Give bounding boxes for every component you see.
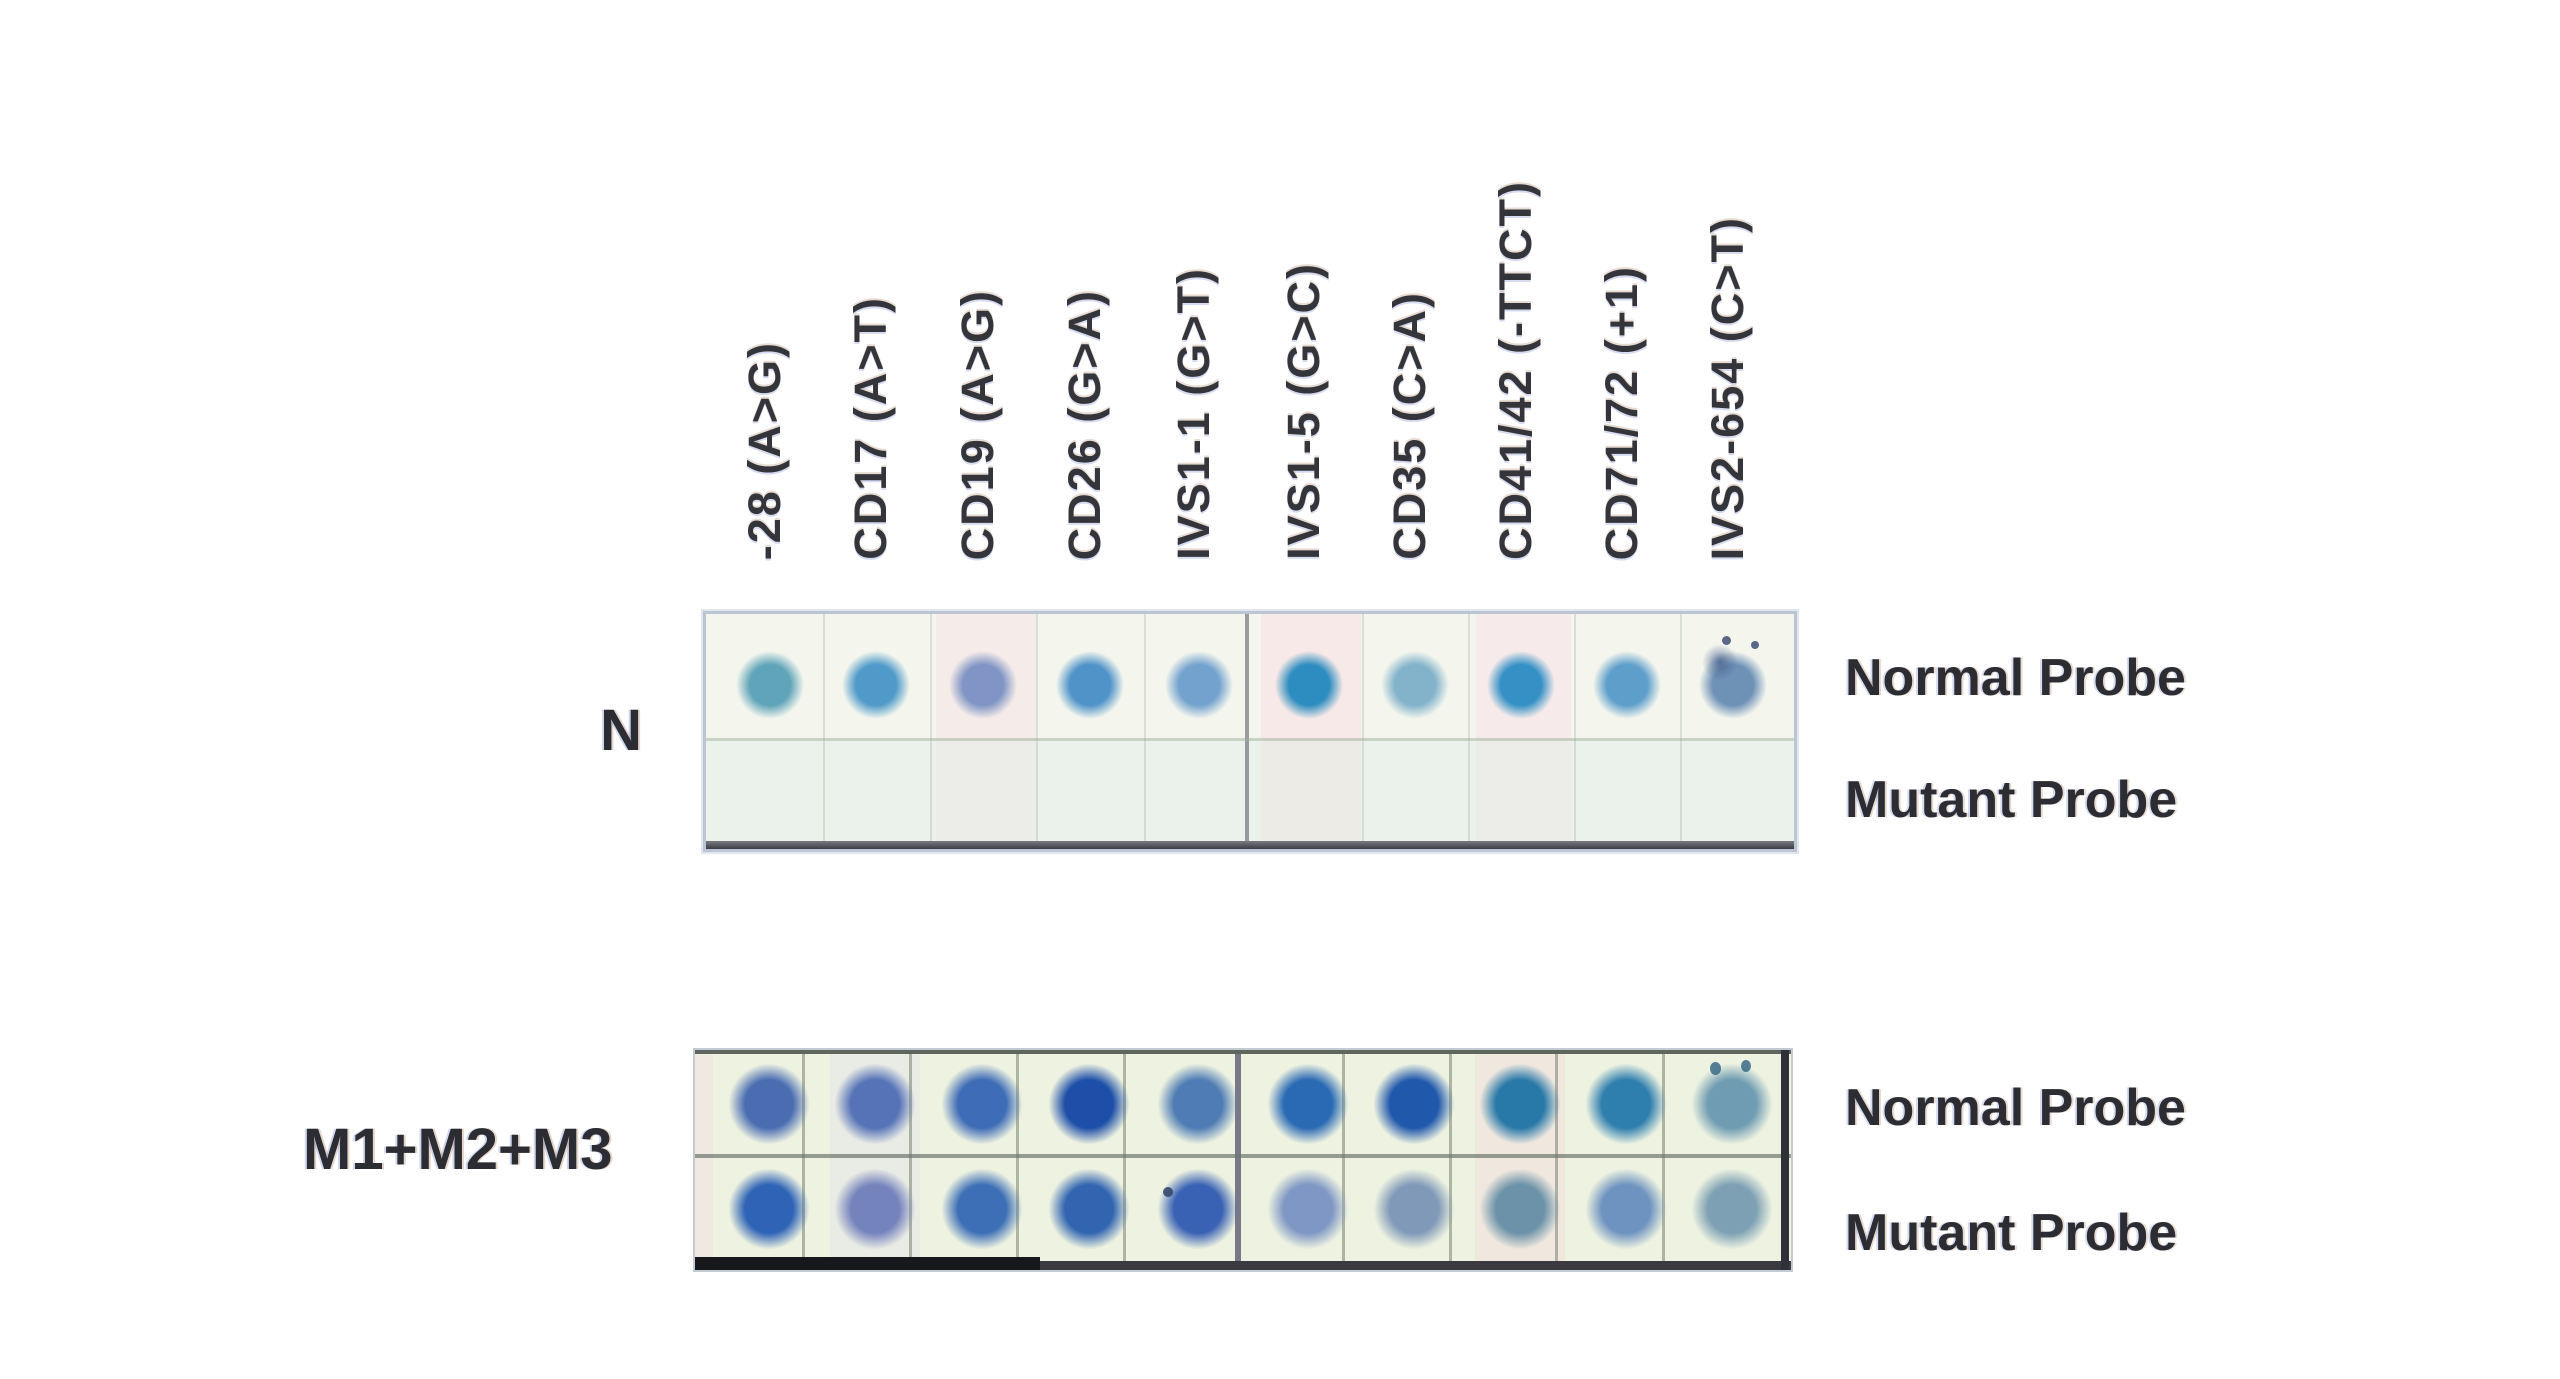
artifact-mark <box>1751 641 1759 649</box>
background-tint <box>695 1050 713 1270</box>
blot-dot <box>1484 644 1558 726</box>
cell-divider-line <box>1555 1050 1558 1270</box>
blot-dot <box>1154 1058 1242 1150</box>
cell-divider-line <box>1662 1050 1665 1270</box>
artifact-mark <box>1696 644 1744 680</box>
blot-dot <box>1688 1058 1776 1150</box>
blot-dot <box>938 1058 1026 1150</box>
artifact-mark <box>1163 1187 1173 1197</box>
probe-label-mutant-top: Mutant Probe <box>1845 771 2178 829</box>
strip-bottom-edge <box>695 1261 1791 1270</box>
sample-label-n: N <box>600 698 642 763</box>
cell-divider-line <box>1123 1050 1126 1270</box>
artifact-mark <box>1741 1060 1751 1072</box>
cell-divider-line <box>1680 614 1682 849</box>
column-label: CD71/72 (+1) <box>1596 264 1647 560</box>
blot-dot <box>725 1058 813 1150</box>
probe-label-mutant-bottom: Mutant Probe <box>1845 1204 2178 1262</box>
cell-divider-line <box>1016 1050 1019 1270</box>
column-label: -28 (A>G) <box>739 340 790 560</box>
cell-divider-line <box>930 614 932 849</box>
artifact-mark <box>1710 1062 1721 1075</box>
sample-label-m1m2m3: M1+M2+M3 <box>303 1117 613 1182</box>
column-label: CD41/42 (-TTCT) <box>1490 179 1541 560</box>
blot-dot <box>831 1058 919 1150</box>
strip-seam <box>1235 1050 1241 1270</box>
cell-divider-line <box>1449 1050 1452 1270</box>
blot-dot <box>831 1163 919 1255</box>
blot-dot <box>1370 1058 1458 1150</box>
row-divider-line <box>695 1154 1791 1158</box>
column-label: IVS2-654 (C>T) <box>1702 215 1753 560</box>
column-label: IVS1-1 (G>T) <box>1168 267 1219 560</box>
cell-divider-line <box>1468 614 1470 849</box>
cell-divider-line <box>802 1050 805 1270</box>
blot-dot <box>1264 1058 1352 1150</box>
strip-bottom-edge <box>706 841 1794 849</box>
column-label: CD35 (C>A) <box>1384 291 1435 560</box>
artifact-mark <box>1722 636 1731 645</box>
cell-divider-line <box>1144 614 1146 849</box>
probe-label-normal-bottom: Normal Probe <box>1845 1079 2186 1137</box>
blot-dot <box>725 1163 813 1255</box>
cell-divider-line <box>1362 614 1364 849</box>
strip-right-edge <box>1781 1050 1789 1270</box>
cell-divider-line <box>909 1050 912 1270</box>
blot-dot <box>733 644 807 726</box>
blot-dot <box>1162 644 1236 726</box>
blot-dot <box>1590 644 1664 726</box>
row-divider-line <box>706 738 1794 741</box>
blot-dot <box>1264 1163 1352 1255</box>
strip-seam <box>1245 614 1249 849</box>
blot-dot <box>1045 1163 1133 1255</box>
blot-dot <box>1370 1163 1458 1255</box>
dot-blot-strip-m1m2m3 <box>693 1048 1793 1272</box>
blot-dot <box>1582 1058 1670 1150</box>
blot-dot <box>1053 644 1127 726</box>
blot-dot <box>1154 1163 1242 1255</box>
strip-corner-mark <box>695 1257 1040 1270</box>
cell-divider-line <box>823 614 825 849</box>
column-label: CD17 (A>T) <box>845 296 896 560</box>
blot-dot <box>1476 1058 1564 1150</box>
blot-dot <box>1272 644 1346 726</box>
column-label: IVS1-5 (G>C) <box>1278 262 1329 560</box>
blot-dot <box>1688 1163 1776 1255</box>
strip-top-edge <box>695 1050 1791 1054</box>
probe-label-normal-top: Normal Probe <box>1845 649 2186 707</box>
cell-divider-line <box>1342 1050 1345 1270</box>
blot-dot <box>946 644 1020 726</box>
blot-dot <box>938 1163 1026 1255</box>
column-label: CD26 (G>A) <box>1059 288 1110 560</box>
blot-dot <box>1378 644 1452 726</box>
cell-divider-line <box>1036 614 1038 849</box>
mutant-row-tint <box>706 738 1794 849</box>
blot-dot <box>839 644 913 726</box>
cell-divider-line <box>1574 614 1576 849</box>
dot-blot-strip-n <box>703 611 1797 852</box>
blot-dot <box>1045 1058 1133 1150</box>
blot-dot <box>1476 1163 1564 1255</box>
blot-dot <box>1582 1163 1670 1255</box>
column-label: CD19 (A>G) <box>952 288 1003 560</box>
